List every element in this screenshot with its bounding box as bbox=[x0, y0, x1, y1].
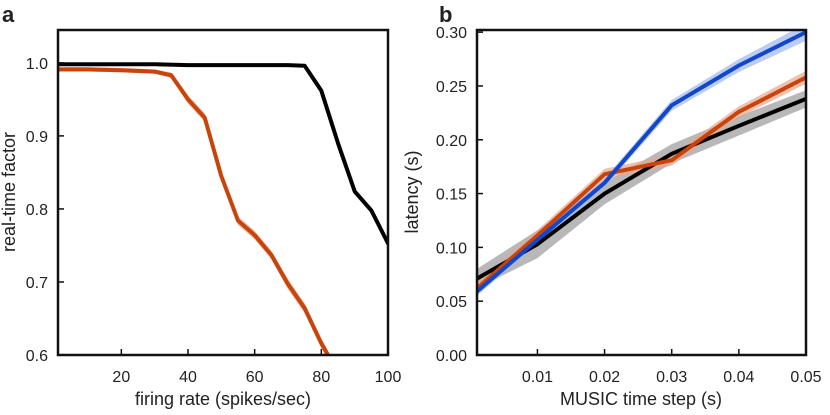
panel-a-frame bbox=[56, 28, 390, 357]
panel-a-lines bbox=[58, 62, 388, 355]
x-tick-label: 40 bbox=[179, 369, 197, 386]
y-tick-label: 0.8 bbox=[26, 202, 48, 219]
panel-a-x-ticks: 20 40 60 80 100 bbox=[112, 349, 401, 386]
panel-b-x-ticks: 0.01 0.02 0.03 0.04 0.05 bbox=[522, 349, 822, 386]
panel-a-black-error-band bbox=[58, 62, 388, 247]
panel-b-bands bbox=[477, 30, 806, 296]
x-tick-label: 0.04 bbox=[723, 369, 754, 386]
x-tick-label: 100 bbox=[375, 369, 402, 386]
panel-b-label: b bbox=[439, 2, 452, 27]
y-tick-label: 0.15 bbox=[436, 187, 467, 204]
y-tick-label: 0.05 bbox=[436, 294, 467, 311]
x-tick-label: 80 bbox=[312, 369, 330, 386]
x-tick-label: 0.03 bbox=[656, 369, 687, 386]
panel-b-lines bbox=[477, 30, 806, 294]
y-tick-label: 0.6 bbox=[26, 348, 48, 365]
panel-a-x-axis-label: firing rate (spikes/sec) bbox=[135, 389, 311, 409]
panel-a-y-axis-label: real-time factor bbox=[0, 132, 19, 252]
x-tick-label: 0.01 bbox=[522, 369, 553, 386]
y-tick-label: 0.10 bbox=[436, 240, 467, 257]
panel-b-orange-series-line bbox=[477, 75, 806, 291]
panel-b-blue-series-line bbox=[477, 30, 806, 294]
panel-a-black-series-line bbox=[58, 62, 388, 246]
panel-b-y-ticks: 0.00 0.05 0.10 0.15 0.20 0.25 0.30 bbox=[436, 25, 483, 365]
x-tick-label: 60 bbox=[246, 369, 264, 386]
x-tick-label: 20 bbox=[112, 369, 130, 386]
panel-b-x-axis-label: MUSIC time step (s) bbox=[560, 389, 722, 409]
y-tick-label: 0.25 bbox=[436, 79, 467, 96]
panel-a-y-ticks: 0.6 0.7 0.8 0.9 1.0 bbox=[26, 56, 64, 365]
x-tick-label: 0.02 bbox=[589, 369, 620, 386]
y-tick-label: 0.7 bbox=[26, 275, 48, 292]
y-tick-label: 0.00 bbox=[436, 348, 467, 365]
x-tick-label: 0.05 bbox=[790, 369, 821, 386]
panel-b-black-error-band bbox=[477, 90, 806, 289]
panel-a-orange-series-line bbox=[58, 67, 330, 355]
panel-b-orange-error-band bbox=[477, 70, 806, 294]
y-tick-label: 1.0 bbox=[26, 56, 48, 73]
panel-b: b 0.01 0.02 0.03 0.04 0.05 0.000.050.100.150… bbox=[402, 2, 822, 409]
y-tick-label: 0.9 bbox=[26, 129, 48, 146]
panel-a-bands bbox=[58, 62, 388, 355]
y-tick-label: 0.20 bbox=[436, 133, 467, 150]
panel-a: a 20 40 60 80 100 0.6 0.7 0.8 0.9 1.0 firing rat… bbox=[0, 2, 401, 409]
panel-a-label: a bbox=[2, 2, 15, 27]
panel-b-frame bbox=[475, 28, 808, 357]
panel-a-orange-error-band bbox=[58, 67, 328, 355]
panel-b-y-axis-label: latency (s) bbox=[402, 150, 422, 233]
y-tick-label: 0.30 bbox=[436, 25, 467, 42]
